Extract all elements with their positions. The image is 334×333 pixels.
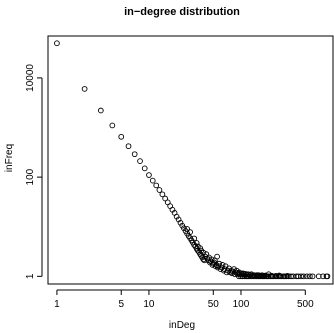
data-point bbox=[309, 273, 316, 280]
data-point bbox=[288, 273, 294, 280]
data-point bbox=[324, 273, 331, 280]
y-axis-label: inFreq bbox=[4, 144, 15, 172]
data-point bbox=[137, 158, 143, 164]
data-point bbox=[187, 229, 193, 235]
data-point bbox=[141, 165, 148, 172]
data-point bbox=[216, 260, 223, 267]
data-point bbox=[298, 273, 304, 280]
data-point bbox=[295, 273, 302, 280]
data-point bbox=[236, 273, 242, 280]
data-point bbox=[81, 86, 88, 92]
data-point bbox=[304, 273, 310, 280]
y-tick-label: 1 bbox=[25, 273, 36, 279]
y-tick-label: 10000 bbox=[25, 64, 36, 92]
data-point bbox=[125, 143, 132, 150]
data-point bbox=[300, 273, 307, 280]
data-point bbox=[306, 273, 313, 280]
data-point bbox=[238, 273, 244, 280]
data-point bbox=[252, 273, 258, 280]
data-point bbox=[193, 240, 200, 246]
x-tick-label: 1 bbox=[54, 299, 60, 310]
data-point bbox=[241, 273, 248, 280]
plot-frame bbox=[47, 35, 334, 285]
x-tick-label: 500 bbox=[297, 299, 314, 310]
data-point bbox=[97, 107, 104, 114]
data-point bbox=[149, 177, 156, 184]
data-point bbox=[54, 40, 60, 47]
data-point bbox=[156, 187, 163, 193]
x-tick-label: 5 bbox=[118, 299, 124, 310]
data-point bbox=[153, 182, 160, 189]
chart-title: in−degree distribution bbox=[124, 6, 240, 18]
x-tick-label: 100 bbox=[233, 299, 250, 310]
data-point bbox=[146, 172, 152, 178]
data-point bbox=[159, 191, 166, 198]
data-point bbox=[118, 133, 125, 140]
data-points bbox=[54, 40, 331, 280]
data-point bbox=[131, 151, 138, 158]
data-point bbox=[162, 195, 169, 202]
data-point bbox=[273, 273, 279, 279]
data-point bbox=[191, 235, 198, 242]
data-point bbox=[184, 226, 190, 232]
y-tick-label: 100 bbox=[25, 168, 36, 185]
data-point bbox=[214, 253, 220, 260]
y-axis: 1 100 10000 bbox=[25, 64, 43, 279]
x-axis: 1 5 10 50 100 500 bbox=[54, 289, 314, 310]
data-point bbox=[177, 219, 184, 226]
data-point bbox=[109, 122, 116, 129]
data-point bbox=[315, 273, 322, 280]
x-tick-label: 50 bbox=[208, 299, 220, 310]
x-tick-label: 10 bbox=[143, 299, 155, 310]
data-point bbox=[261, 273, 268, 279]
x-axis-label: inDeg bbox=[169, 320, 195, 331]
data-point bbox=[259, 272, 266, 279]
data-point bbox=[276, 272, 283, 279]
data-point bbox=[284, 273, 291, 279]
